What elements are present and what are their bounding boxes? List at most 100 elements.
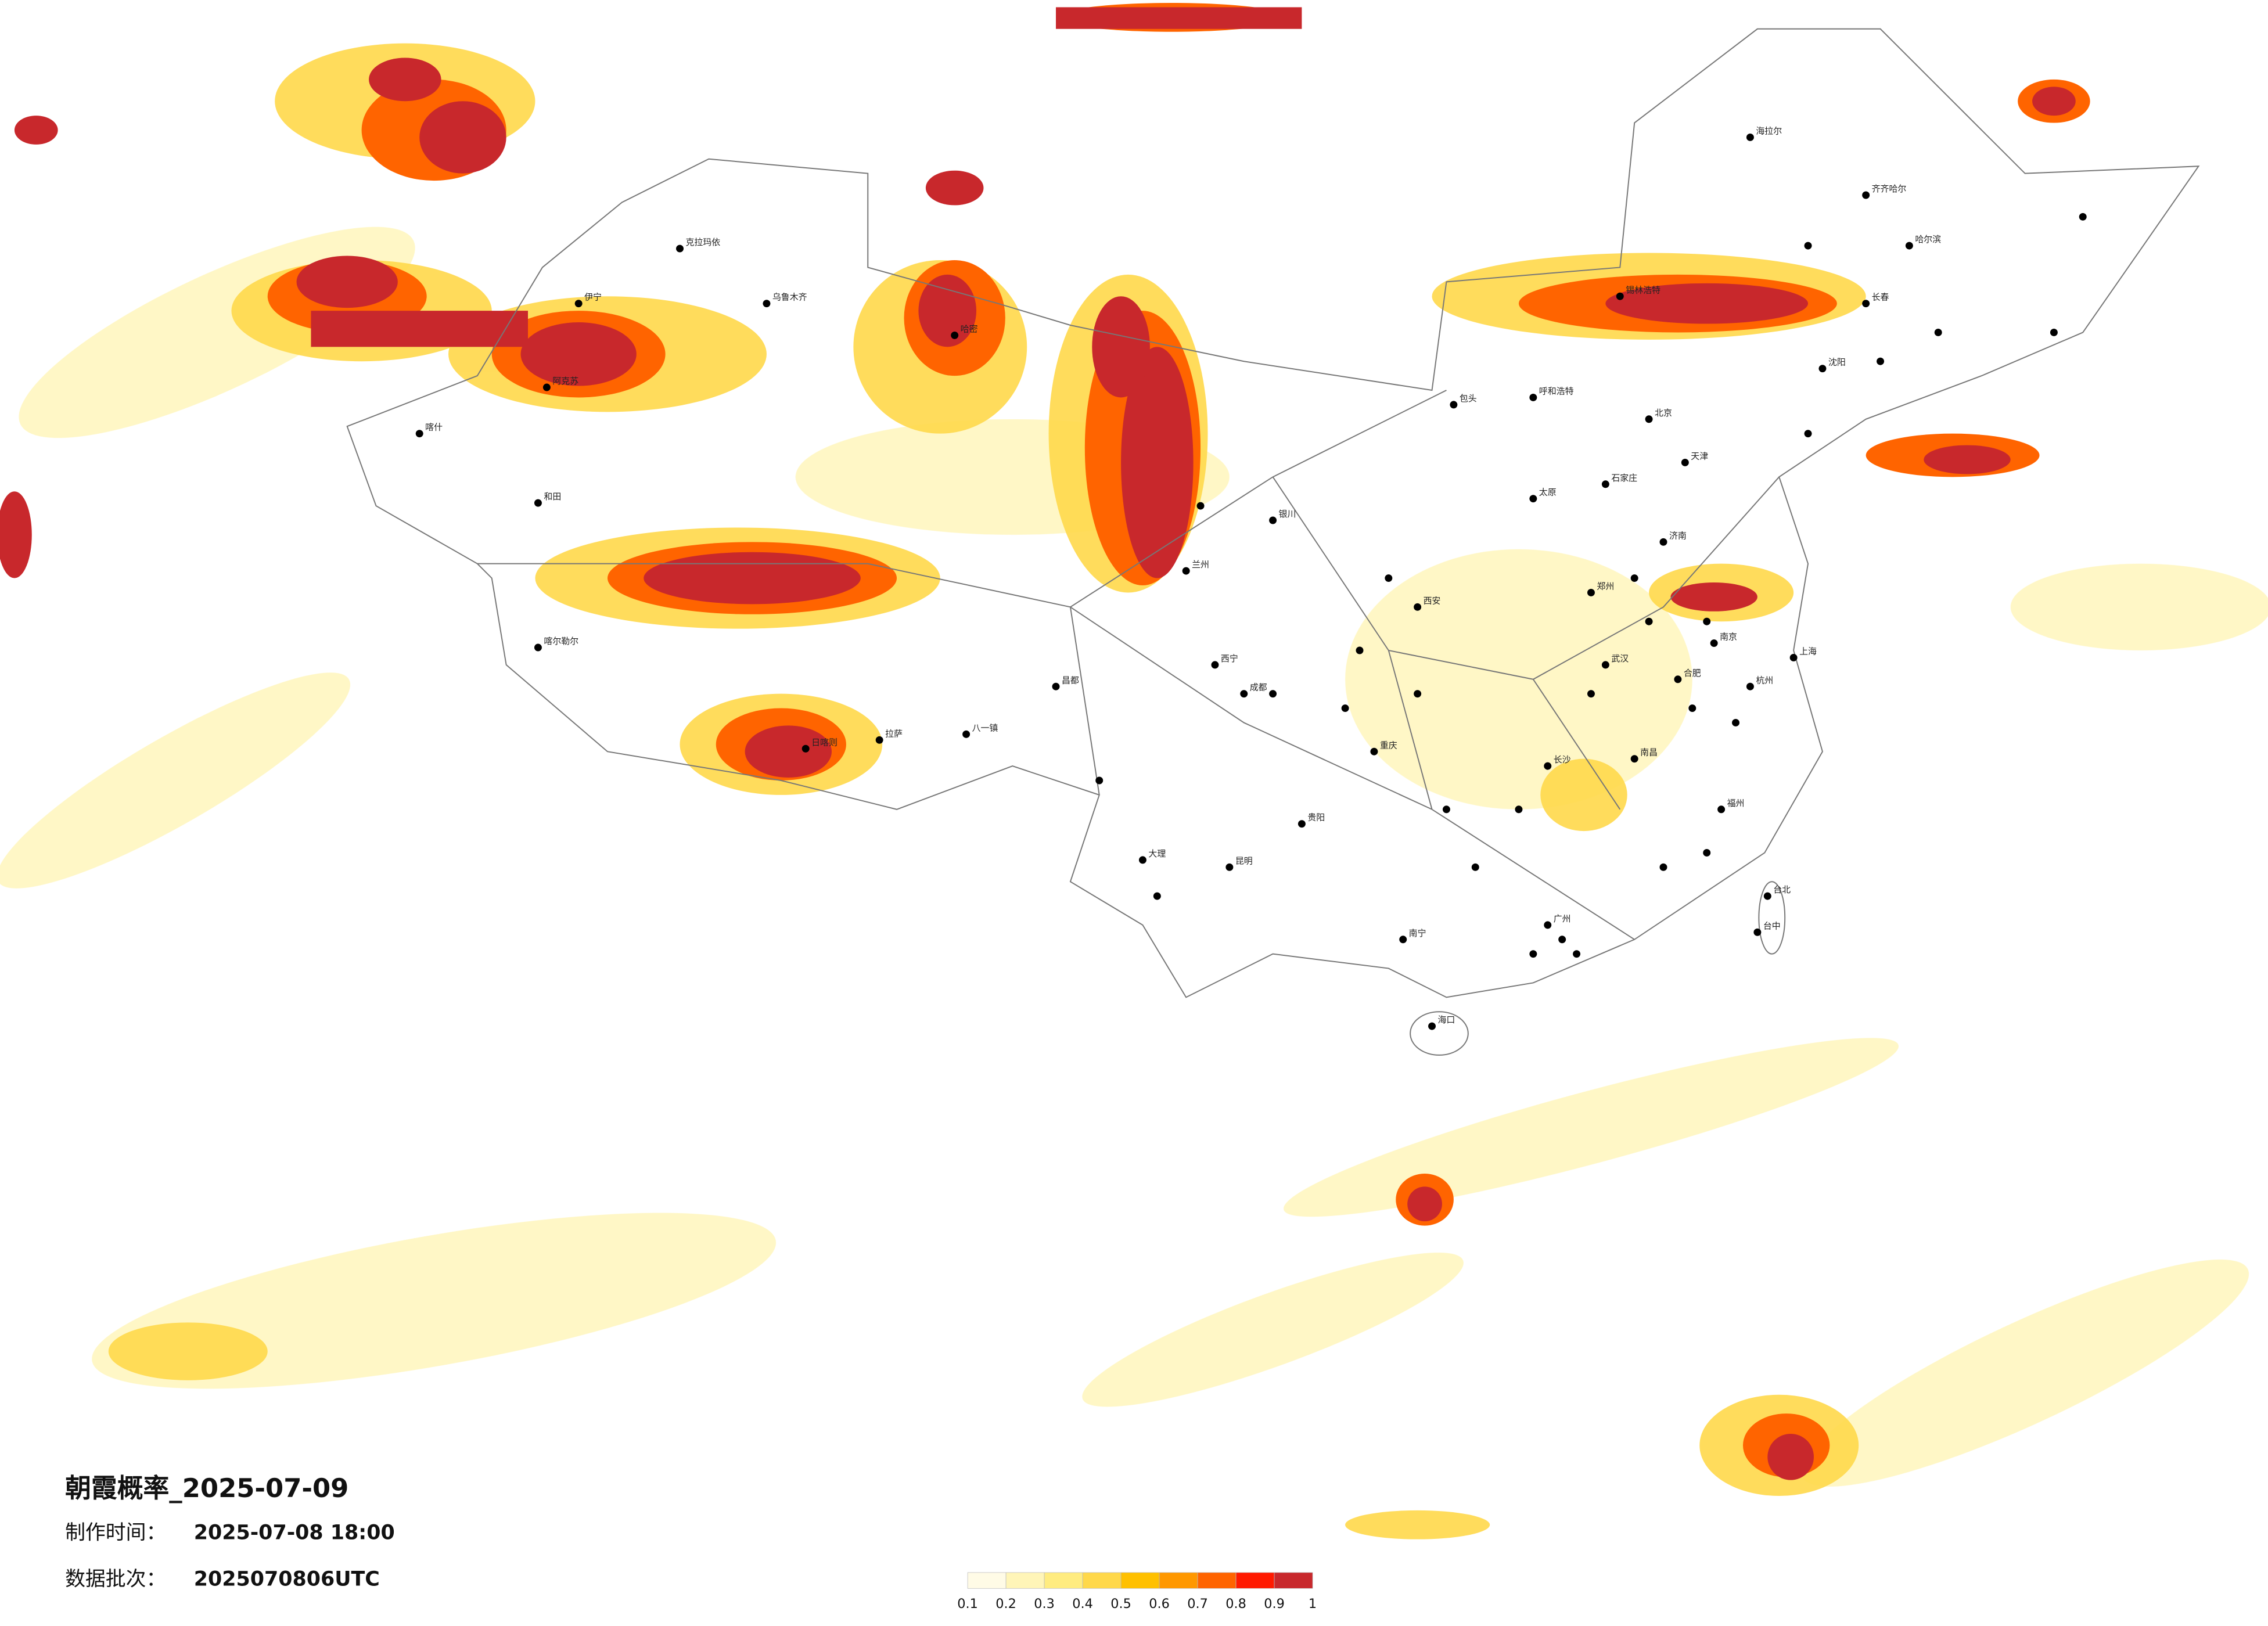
city-dot — [1573, 950, 1581, 958]
city-dot — [1601, 480, 1609, 488]
city-dot — [1225, 863, 1234, 871]
city-label: 哈尔滨 — [1915, 234, 1941, 244]
city-label: 呼和浩特 — [1539, 386, 1574, 396]
city-label: 台中 — [1763, 920, 1781, 931]
city-dot — [1529, 950, 1537, 958]
city-label: 哈密 — [961, 323, 978, 334]
city-dot — [1681, 458, 1689, 466]
city-dot — [1905, 242, 1913, 250]
city-label: 喀尔勒尔 — [544, 636, 578, 646]
city-dot — [534, 499, 542, 507]
city-label: 大理 — [1148, 848, 1166, 859]
city-dot — [1414, 690, 1422, 698]
city-dot — [1544, 762, 1552, 770]
city-dot — [1587, 690, 1595, 698]
city-label: 重庆 — [1380, 740, 1397, 750]
city-dot — [1934, 328, 1942, 336]
city-label: 南昌 — [1640, 747, 1658, 758]
city-dot — [1862, 300, 1870, 308]
city-dot — [1297, 820, 1306, 828]
city-dot — [1138, 856, 1146, 864]
legend-swatch — [1005, 1572, 1045, 1589]
city-label: 锡林浩特 — [1626, 285, 1660, 295]
batch: 2025070806UTC — [194, 1567, 380, 1591]
legend-swatch — [1044, 1572, 1083, 1589]
city-label: 齐齐哈尔 — [1872, 184, 1907, 194]
city-dot — [1182, 567, 1190, 575]
city-dot — [1529, 495, 1537, 503]
city-dot — [1414, 603, 1422, 611]
legend-label: 0.2 — [995, 1596, 1016, 1611]
city-dot — [1587, 588, 1595, 596]
city-label: 伊宁 — [584, 292, 602, 303]
probability-field — [0, 2, 2268, 1539]
city-dot — [951, 331, 959, 339]
city-dot — [1052, 682, 1060, 690]
city-label: 太原 — [1539, 487, 1557, 498]
city-dot — [1370, 747, 1378, 756]
city-dot — [1616, 292, 1624, 300]
city-label: 昆明 — [1235, 855, 1253, 866]
city-label: 武汉 — [1611, 653, 1629, 664]
boundaries — [346, 28, 2200, 1056]
city-dot — [1753, 928, 1762, 936]
city-label: 日喀则 — [811, 737, 838, 747]
city-label: 和田 — [544, 491, 561, 502]
city-label: 贵阳 — [1307, 812, 1325, 823]
city-label: 济南 — [1669, 530, 1687, 541]
city-dot — [1558, 936, 1566, 944]
city-label: 海拉尔 — [1756, 125, 1782, 136]
city-dot — [1515, 805, 1523, 814]
city-dot — [1674, 675, 1682, 684]
city-dot — [1630, 755, 1638, 763]
city-dot — [1601, 661, 1609, 669]
city-dot — [962, 730, 971, 738]
made-time: 2025-07-08 18:00 — [194, 1521, 395, 1545]
city-dot — [534, 643, 542, 652]
city-label: 八一镇 — [972, 722, 998, 733]
city-label: 长沙 — [1554, 754, 1571, 765]
city-dot — [2079, 213, 2087, 221]
legend-swatch — [1159, 1572, 1198, 1589]
city-label: 天津 — [1691, 451, 1708, 461]
legend-swatch — [1235, 1572, 1275, 1589]
city-label: 沈阳 — [1828, 357, 1846, 368]
city-label: 上海 — [1799, 646, 1817, 656]
city-dot — [1746, 133, 1754, 141]
city-label: 克拉玛依 — [685, 237, 720, 247]
city-label: 昌都 — [1062, 675, 1079, 685]
city-label: 兰州 — [1192, 559, 1209, 570]
city-dot — [574, 300, 583, 308]
city-dot — [1645, 617, 1653, 625]
city-dot — [1341, 704, 1349, 713]
legend-swatch — [1120, 1572, 1160, 1589]
city-dot — [1818, 365, 1827, 373]
city-label: 银川 — [1279, 509, 1296, 519]
city-dot — [1529, 393, 1537, 401]
city-label: 西安 — [1424, 595, 1441, 606]
city-label: 南宁 — [1409, 928, 1426, 938]
city-dot — [1399, 936, 1407, 944]
city-label: 合肥 — [1684, 668, 1701, 678]
city-dot — [1717, 805, 1726, 814]
city-label: 包头 — [1460, 393, 1477, 404]
city-label: 北京 — [1655, 408, 1672, 418]
city-dot — [763, 300, 771, 308]
legend-label: 0.9 — [1264, 1596, 1285, 1611]
city-dot — [1877, 357, 1885, 365]
city-label: 海口 — [1437, 1015, 1455, 1025]
city-label: 长春 — [1872, 292, 1889, 303]
legend: 0.1 0.2 0.3 0.4 0.5 0.6 0.7 0.8 0.9 1 — [957, 1572, 1317, 1611]
city-dot — [801, 744, 810, 753]
legend-label: 0.7 — [1187, 1596, 1208, 1611]
city-label: 乌鲁木齐 — [772, 292, 807, 303]
legend-label: 0.5 — [1110, 1596, 1131, 1611]
city-dot — [415, 430, 423, 438]
legend-swatch — [1082, 1572, 1122, 1589]
city-label: 西宁 — [1221, 653, 1238, 664]
city-dot — [1862, 191, 1870, 199]
city-dot — [1688, 704, 1696, 713]
city-dot — [1356, 646, 1364, 654]
city-dot — [1804, 242, 1812, 250]
